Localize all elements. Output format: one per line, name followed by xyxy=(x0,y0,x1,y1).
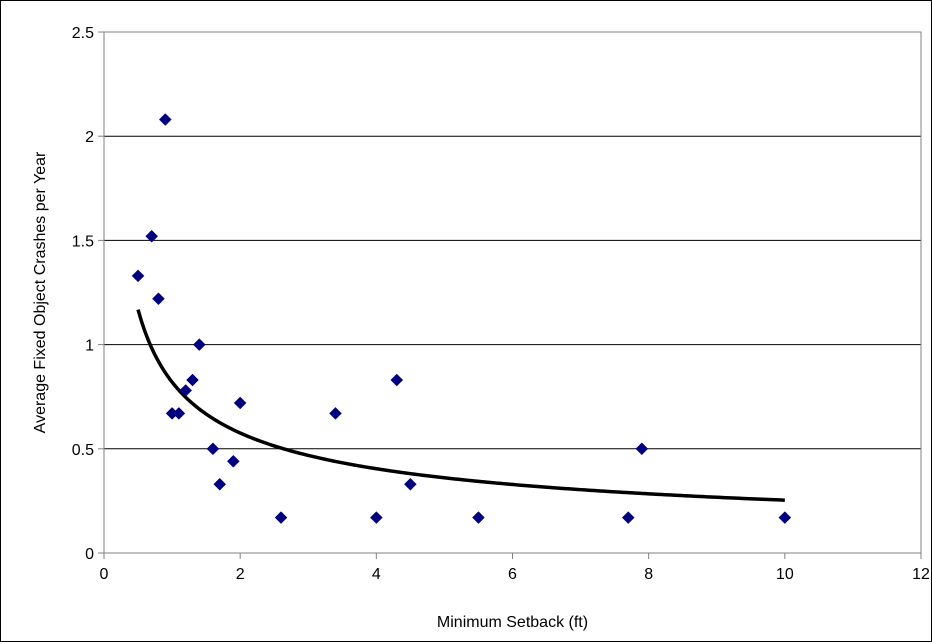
x-tick-label-1: 2 xyxy=(236,566,245,583)
trendline xyxy=(138,310,785,501)
y-tick-label-5: 2.5 xyxy=(72,25,94,42)
data-point-18 xyxy=(472,512,484,524)
data-point-14 xyxy=(329,407,341,419)
data-point-15 xyxy=(370,512,382,524)
y-tick-label-2: 1 xyxy=(85,338,94,355)
data-point-21 xyxy=(779,512,791,524)
y-tick-label-0: 0 xyxy=(85,546,94,563)
data-point-12 xyxy=(234,397,246,409)
data-point-13 xyxy=(275,512,287,524)
x-tick-label-4: 8 xyxy=(644,566,653,583)
x-tick-label-2: 4 xyxy=(372,566,381,583)
data-point-0 xyxy=(132,270,144,282)
x-axis-title: Minimum Setback (ft) xyxy=(437,614,588,631)
y-tick-label-4: 2 xyxy=(85,129,94,146)
data-point-17 xyxy=(404,478,416,490)
data-point-3 xyxy=(159,114,171,126)
data-point-11 xyxy=(227,455,239,467)
data-point-20 xyxy=(636,443,648,455)
data-point-16 xyxy=(391,374,403,386)
data-point-7 xyxy=(187,374,199,386)
data-point-2 xyxy=(152,293,164,305)
y-tick-label-1: 0.5 xyxy=(72,442,94,459)
plot-area xyxy=(104,32,921,553)
data-point-10 xyxy=(214,478,226,490)
y-axis-title: Average Fixed Object Crashes per Year xyxy=(32,151,49,433)
data-point-9 xyxy=(207,443,219,455)
x-tick-label-6: 12 xyxy=(912,566,930,583)
data-point-8 xyxy=(193,339,205,351)
x-tick-label-5: 10 xyxy=(776,566,794,583)
y-axis-ticks: 0 0.5 1 1.5 2 2.5 xyxy=(72,25,104,563)
x-tick-label-0: 0 xyxy=(100,566,109,583)
gridlines xyxy=(104,32,921,449)
y-tick-label-3: 1.5 xyxy=(72,233,94,250)
data-point-5 xyxy=(173,407,185,419)
data-point-19 xyxy=(622,512,634,524)
data-points xyxy=(132,114,791,524)
axes xyxy=(104,32,921,553)
x-axis-ticks: 0 2 4 6 8 10 12 xyxy=(100,553,930,583)
x-tick-label-3: 6 xyxy=(508,566,517,583)
